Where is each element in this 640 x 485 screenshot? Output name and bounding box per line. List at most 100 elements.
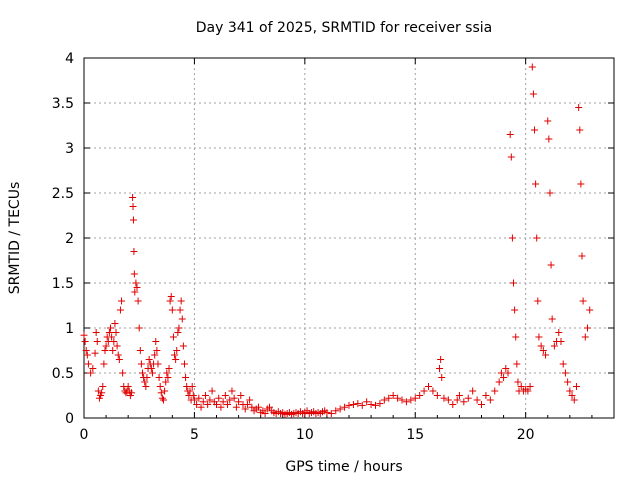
data-point <box>241 405 249 413</box>
data-point <box>511 306 519 314</box>
data-point <box>161 387 169 395</box>
data-point <box>132 279 140 287</box>
data-point <box>201 392 209 399</box>
data-point <box>581 333 589 341</box>
data-point <box>115 356 123 363</box>
data-point <box>204 401 212 408</box>
data-point <box>158 394 166 402</box>
data-point <box>376 400 384 408</box>
data-point <box>572 383 580 390</box>
data-point <box>517 383 525 390</box>
data-point <box>124 383 132 390</box>
data-point <box>190 396 198 404</box>
data-point <box>228 387 236 395</box>
data-point <box>534 297 542 305</box>
data-point <box>568 392 576 399</box>
data-point <box>221 392 229 399</box>
data-point <box>118 297 126 305</box>
data-point <box>550 342 558 350</box>
data-point <box>402 398 410 406</box>
data-point <box>566 387 574 395</box>
data-point <box>142 383 150 390</box>
data-point <box>129 194 137 201</box>
data-point <box>186 387 194 395</box>
data-point <box>135 324 143 332</box>
data-point <box>578 252 586 260</box>
data-point <box>411 394 419 402</box>
data-point <box>394 394 402 402</box>
data-point <box>506 131 514 138</box>
data-point <box>575 104 583 111</box>
data-point <box>99 383 107 390</box>
data-point <box>266 403 273 411</box>
chart-title: Day 341 of 2025, SRMTID for receiver ssi… <box>196 20 492 36</box>
data-point <box>449 401 457 408</box>
data-point <box>437 356 445 363</box>
y-tick-label: 3 <box>65 141 74 157</box>
data-point <box>510 279 518 287</box>
data-point <box>91 349 99 357</box>
y-tick-label: 1 <box>65 321 74 337</box>
data-point <box>134 297 142 305</box>
data-point <box>151 351 159 359</box>
data-point <box>584 324 591 332</box>
data-point <box>166 297 174 305</box>
data-point <box>438 374 446 381</box>
data-point <box>189 392 197 399</box>
data-points <box>80 63 594 418</box>
data-point <box>513 360 521 368</box>
data-point <box>165 365 173 372</box>
data-point <box>174 329 182 336</box>
data-point <box>531 126 538 134</box>
data-point <box>219 398 227 406</box>
data-point <box>455 392 463 399</box>
data-point <box>157 389 165 397</box>
data-point <box>163 369 171 377</box>
data-point <box>156 383 164 390</box>
data-point <box>111 320 119 327</box>
data-point <box>495 378 503 386</box>
data-point <box>444 396 452 404</box>
data-point <box>416 392 424 399</box>
data-point <box>176 306 184 314</box>
data-point <box>217 403 225 411</box>
data-point <box>105 329 113 336</box>
data-point <box>358 401 366 409</box>
data-point <box>460 398 468 406</box>
data-point <box>213 401 220 408</box>
data-point <box>137 360 145 368</box>
data-point <box>178 315 186 323</box>
data-point <box>82 347 90 354</box>
data-point <box>548 315 556 323</box>
data-point <box>129 216 137 224</box>
data-point <box>372 401 379 409</box>
data-point <box>429 387 437 395</box>
data-point <box>130 248 138 255</box>
data-point <box>535 333 543 341</box>
data-point <box>199 398 207 406</box>
data-point <box>188 383 196 390</box>
data-point <box>464 394 472 402</box>
data-point <box>224 401 232 408</box>
data-point <box>570 396 578 404</box>
data-point <box>502 365 510 372</box>
data-point <box>232 403 240 411</box>
data-point <box>385 394 393 402</box>
data-point <box>336 405 344 413</box>
data-point <box>363 398 371 406</box>
data-point <box>512 333 520 341</box>
data-point <box>173 347 181 354</box>
y-tick-label: 0.5 <box>52 366 74 382</box>
data-point <box>473 396 481 404</box>
data-point <box>108 333 116 341</box>
data-point <box>341 403 349 411</box>
data-point <box>349 401 357 408</box>
data-point <box>500 374 508 381</box>
data-point <box>526 383 534 390</box>
x-tick-label: 0 <box>80 427 89 443</box>
data-point <box>164 374 172 381</box>
data-point <box>254 403 262 411</box>
data-point <box>167 293 175 300</box>
